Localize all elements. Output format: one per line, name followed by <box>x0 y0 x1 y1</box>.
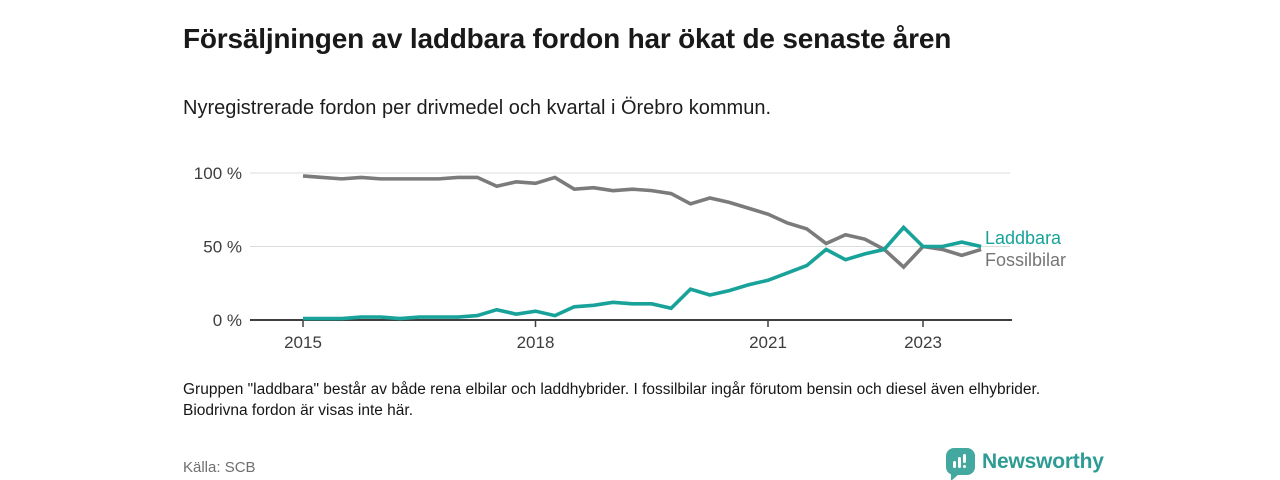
logo-bar-icon <box>958 457 961 468</box>
x-axis-label: 2021 <box>749 333 787 352</box>
legend: Laddbara Fossilbilar <box>985 227 1066 271</box>
newsworthy-branding[interactable]: Newsworthy <box>946 448 1104 480</box>
chart-subtitle: Nyregistrerade fordon per drivmedel och … <box>183 97 772 119</box>
source-label: Källa: SCB <box>183 459 256 476</box>
newsworthy-logo-icon <box>946 448 975 480</box>
page-title: Försäljningen av laddbara fordon har öka… <box>183 22 952 54</box>
series-fossilbilar <box>302 174 982 270</box>
logo-bar-icon <box>963 454 966 463</box>
logo-dot-icon <box>963 465 966 468</box>
x-axis-label: 2015 <box>284 333 322 352</box>
y-axis-label: 0 % <box>213 311 242 330</box>
x-axis-label: 2023 <box>904 333 942 352</box>
legend-item-fossilbilar: Fossilbilar <box>985 250 1067 270</box>
y-axis-label: 100 % <box>194 164 242 183</box>
logo-bar-icon <box>953 461 956 468</box>
x-axis-label: 2018 <box>517 333 555 352</box>
legend-item-laddbara: Laddbara <box>985 228 1062 248</box>
footnote: Gruppen "laddbara" består av både rena e… <box>183 381 1041 419</box>
series-laddbara <box>303 224 982 321</box>
line-chart: 0 % 50 % 100 % 2015 2018 2021 2023 <box>194 164 1012 352</box>
newsworthy-wordmark: Newsworthy <box>982 449 1104 473</box>
y-axis-label: 50 % <box>203 238 242 257</box>
chart-area: 0 % 50 % 100 % 2015 2018 2021 2023 <box>180 160 1060 365</box>
